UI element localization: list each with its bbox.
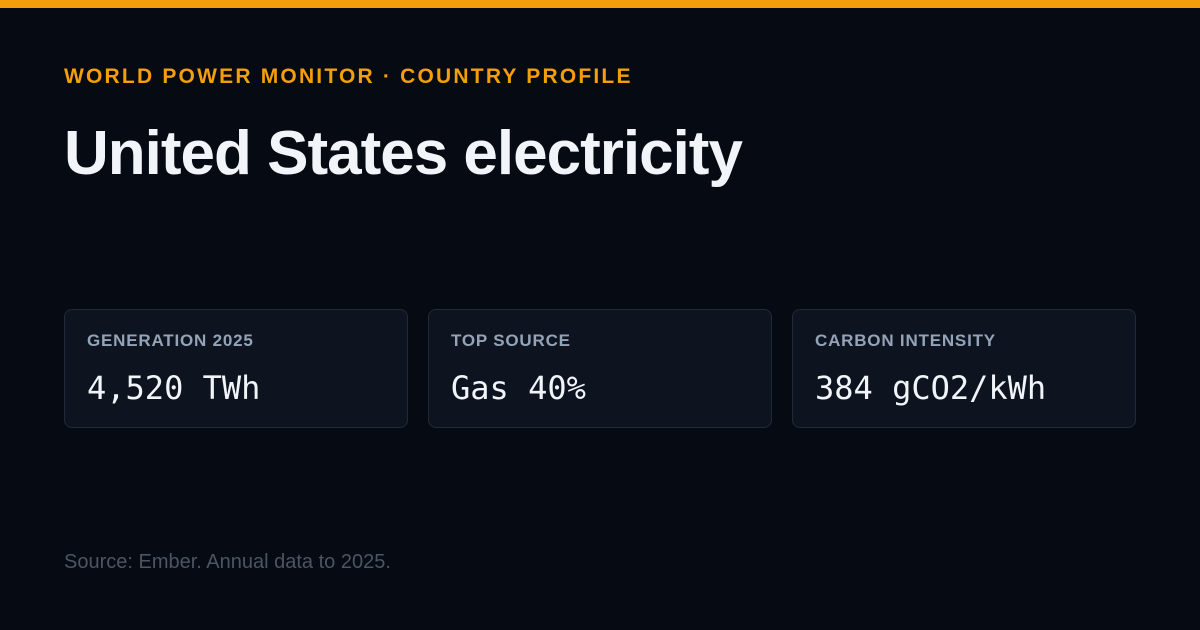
eyebrow-label: WORLD POWER MONITOR · COUNTRY PROFILE: [64, 65, 633, 88]
stat-value-carbon-intensity: 384 gCO2/kWh: [815, 369, 1047, 407]
stat-label-carbon-intensity: CARBON INTENSITY: [815, 331, 996, 350]
stat-cards: GENERATION 2025 4,520 TWh TOP SOURCE Gas…: [64, 309, 1136, 428]
page-title: United States electricity: [64, 119, 743, 188]
stat-card-generation: GENERATION 2025 4,520 TWh: [64, 309, 408, 428]
accent-top-bar: [0, 0, 1200, 8]
stat-value-generation: 4,520 TWh: [87, 369, 261, 407]
stat-value-top-source: Gas 40%: [451, 369, 586, 407]
stat-card-carbon-intensity: CARBON INTENSITY 384 gCO2/kWh: [792, 309, 1136, 428]
stat-card-top-source: TOP SOURCE Gas 40%: [428, 309, 772, 428]
stat-label-top-source: TOP SOURCE: [451, 331, 571, 350]
source-note: Source: Ember. Annual data to 2025.: [64, 551, 391, 573]
stat-label-generation: GENERATION 2025: [87, 331, 254, 350]
